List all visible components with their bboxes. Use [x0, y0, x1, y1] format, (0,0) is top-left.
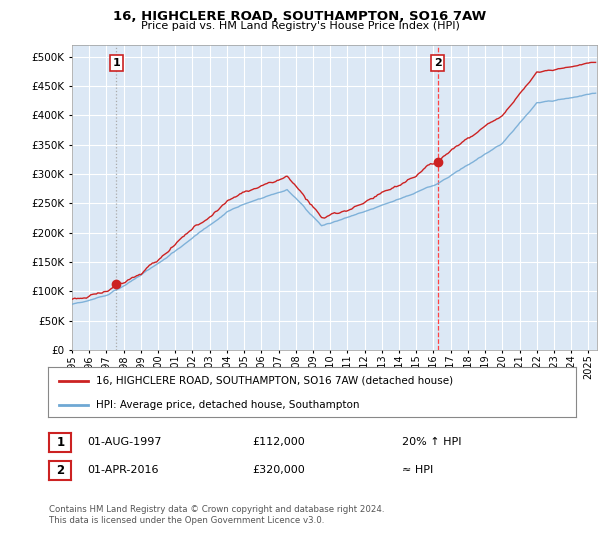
Text: 1: 1: [113, 58, 121, 68]
Text: £320,000: £320,000: [252, 465, 305, 475]
Text: 1: 1: [56, 436, 64, 449]
Text: ≈ HPI: ≈ HPI: [402, 465, 433, 475]
Text: 01-APR-2016: 01-APR-2016: [87, 465, 158, 475]
Text: 16, HIGHCLERE ROAD, SOUTHAMPTON, SO16 7AW (detached house): 16, HIGHCLERE ROAD, SOUTHAMPTON, SO16 7A…: [95, 376, 452, 386]
Text: Contains HM Land Registry data © Crown copyright and database right 2024.
This d: Contains HM Land Registry data © Crown c…: [49, 505, 385, 525]
Text: HPI: Average price, detached house, Southampton: HPI: Average price, detached house, Sout…: [95, 400, 359, 409]
Text: 16, HIGHCLERE ROAD, SOUTHAMPTON, SO16 7AW: 16, HIGHCLERE ROAD, SOUTHAMPTON, SO16 7A…: [113, 10, 487, 23]
Text: 01-AUG-1997: 01-AUG-1997: [87, 437, 161, 447]
Text: 2: 2: [56, 464, 64, 477]
Text: 20% ↑ HPI: 20% ↑ HPI: [402, 437, 461, 447]
Text: 2: 2: [434, 58, 442, 68]
Text: £112,000: £112,000: [252, 437, 305, 447]
Text: Price paid vs. HM Land Registry's House Price Index (HPI): Price paid vs. HM Land Registry's House …: [140, 21, 460, 31]
